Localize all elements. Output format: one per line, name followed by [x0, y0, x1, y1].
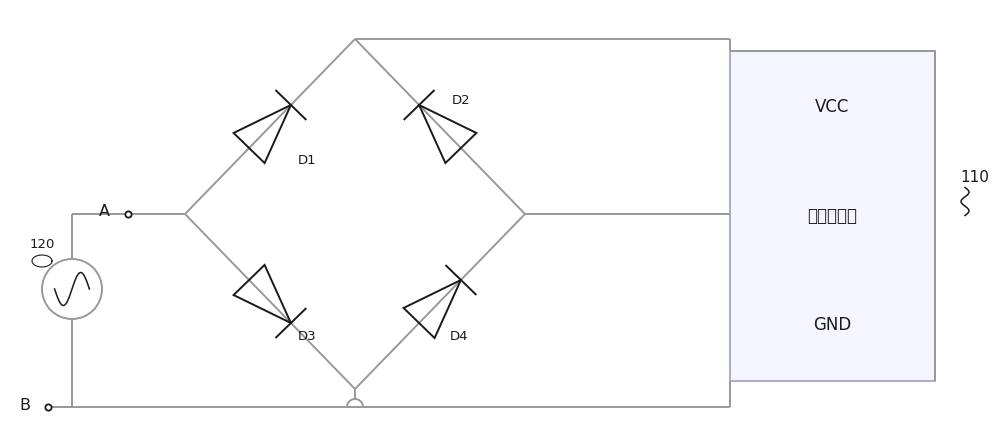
FancyBboxPatch shape	[730, 51, 935, 381]
Text: A: A	[99, 205, 110, 220]
Text: VCC: VCC	[815, 98, 850, 116]
Text: 120: 120	[29, 238, 55, 251]
Text: 主芯片电路: 主芯片电路	[807, 207, 857, 225]
Text: GND: GND	[813, 316, 852, 334]
Text: 110: 110	[960, 169, 989, 184]
Text: D3: D3	[298, 329, 317, 342]
Text: B: B	[19, 398, 30, 413]
Text: D1: D1	[298, 154, 317, 167]
Text: D4: D4	[450, 329, 468, 342]
Text: D2: D2	[452, 94, 471, 106]
